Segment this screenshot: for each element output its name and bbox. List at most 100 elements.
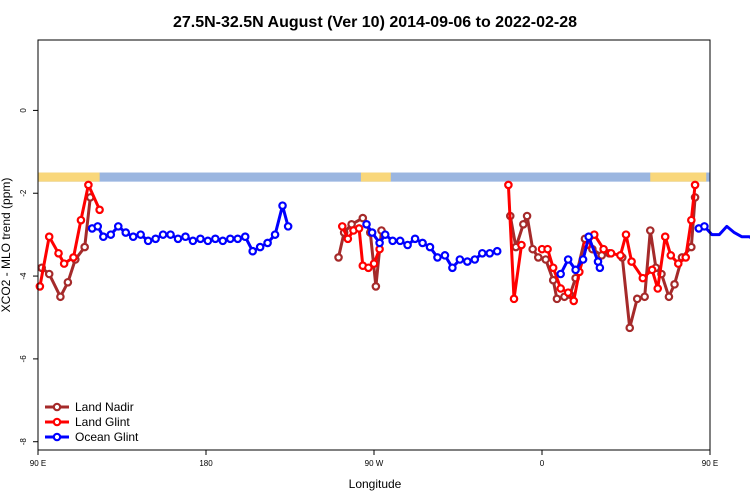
series-0-point-5 [80,242,89,252]
y-tick-label-3: -6 [19,355,28,363]
series-1-point-23 [563,288,573,297]
series-1-point-36 [660,232,670,242]
x-tick-label-0: 90 E [30,459,46,468]
series-2-point-26 [278,201,287,210]
series-2-point-47 [556,269,565,279]
series-1-point-8 [337,222,347,231]
series-0-point-3 [63,277,73,287]
x-tick-label-4: 90 E [702,459,718,468]
series-2-point-48 [563,255,573,264]
series-2-point-49 [571,265,580,275]
series-2-point-6 [128,232,138,242]
series-2-point-9 [151,234,160,244]
x-tick-label-3: 0 [540,459,545,468]
series-0-point-22 [552,294,562,304]
series-2-point-51 [584,232,593,242]
series-2-point-5 [121,228,131,237]
series-2-point-45 [485,248,495,258]
y-axis-label: XCO2 - MLO trend (ppm) [0,178,13,313]
series-1-point-2 [54,248,63,258]
series-2-point-10 [158,230,168,239]
series-1-point-9 [343,234,353,244]
series-1-point-13 [364,263,373,273]
plot-frame [37,39,711,451]
series-2-point-8 [143,236,153,246]
x-tick-label-2: 90 W [365,459,384,468]
series-2-point-35 [410,234,420,244]
series-2-point-44 [477,248,487,258]
series-2-point-25 [270,230,280,239]
series-1-point-24 [569,296,579,306]
series-2-point-37 [425,242,435,252]
series-1-point-33 [638,273,648,283]
series-0-point-20 [541,255,551,264]
series-0-point-37 [664,292,674,302]
series-1-point-29 [606,248,616,258]
series-2-point-46 [492,246,502,256]
series-2-point-2 [99,232,108,242]
land-band-2 [650,172,707,182]
series-2-point-31 [380,230,390,239]
legend-marker-0 [52,402,62,412]
series-1-point-38 [673,259,683,268]
series-1-point-41 [690,180,700,190]
series-2-line-3 [698,224,750,239]
y-tick-label-1: -2 [19,189,28,197]
series-2-point-53 [595,263,605,273]
series-0-point-33 [640,292,649,302]
series-2-point-50 [578,255,588,264]
y-tick-label-4: -8 [19,438,28,446]
legend-label-0: Land Nadir [75,400,134,414]
series-1-point-21 [548,263,558,273]
series-0-point-1 [44,269,54,279]
land-ocean-strip [38,172,710,182]
series-2-point-28 [362,219,371,229]
series-ocean-glint [87,201,750,279]
series-0-point-7 [334,253,343,262]
series-2-point-29 [367,228,377,237]
series-2-point-34 [403,240,412,250]
series-2-point-1 [93,222,103,231]
series-1-point-37 [666,251,676,260]
legend-label-1: Land Glint [75,415,130,429]
series-2-point-42 [463,257,472,266]
series-2-point-22 [248,246,257,256]
series-1-point-1 [44,232,54,242]
series-2-point-41 [455,255,465,264]
series-1-point-4 [69,253,78,262]
series-1-point-20 [543,244,552,254]
series-2-point-40 [448,263,457,273]
series-1-point-40 [687,215,696,225]
series-0-point-19 [533,253,543,262]
series-2-point-38 [433,253,442,262]
chart-title: 27.5N-32.5N August (Ver 10) 2014-09-06 t… [173,14,577,31]
series-2-point-7 [136,230,145,239]
series-layer [35,180,750,333]
series-1-point-11 [354,224,364,233]
series-0-point-17 [522,211,532,221]
legend-label-2: Ocean Glint [75,430,139,444]
series-1-point-3 [59,259,69,268]
land-band-1 [360,172,391,182]
series-1-point-5 [76,215,86,225]
series-2-point-17 [211,234,220,244]
x-axis: 90 E 180 90 W 0 90 E [30,450,718,468]
series-0-point-18 [528,244,537,254]
y-tick-label-0: 0 [19,108,28,113]
series-1-point-17 [509,294,519,304]
series-2-point-30 [375,238,384,248]
series-1-point-14 [369,259,379,268]
series-2-point-32 [388,236,397,246]
legend-marker-2 [52,432,62,442]
series-2-point-24 [263,238,272,248]
series-2-point-16 [203,236,213,246]
series-2-point-11 [166,230,175,239]
series-2-point-43 [470,255,480,264]
series-0-point-31 [625,323,635,333]
series-2-point-55 [700,222,709,231]
series-2-point-36 [418,238,427,248]
series-2-point-4 [113,222,123,231]
series-2-point-39 [440,251,450,260]
series-1-point-32 [627,257,636,266]
